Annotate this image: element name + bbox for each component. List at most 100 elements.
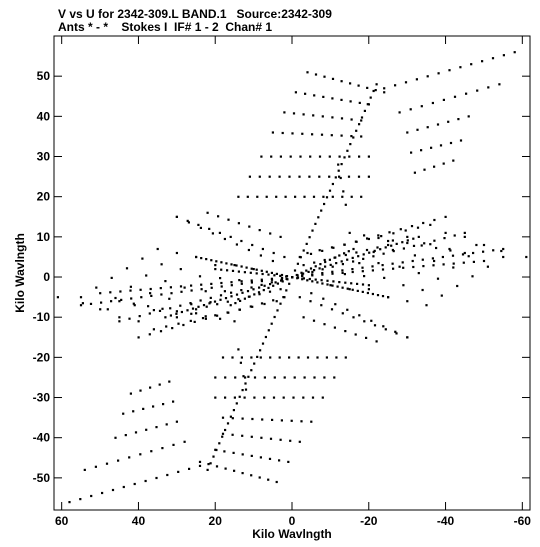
data-point [316,281,319,284]
data-point [323,75,326,78]
data-point [423,242,426,245]
data-point [324,260,327,264]
data-point [240,239,243,243]
data-point [358,155,361,158]
data-point [231,269,235,272]
data-point [119,290,122,293]
data-point [417,235,420,238]
data-point [258,476,261,479]
data-point [349,82,352,85]
data-point [253,376,257,379]
data-point [198,275,202,278]
data-point [278,459,281,462]
data-point [219,294,223,297]
data-point [321,282,324,285]
data-point [278,356,281,359]
data-point [200,257,203,260]
data-point [124,434,127,437]
data-point [267,478,270,481]
data-point [218,442,221,445]
y-tick-label: -10 [33,310,51,324]
data-point [250,281,253,284]
data-point [365,248,369,252]
data-point [200,283,203,286]
data-point [275,195,278,198]
data-point [402,266,405,269]
data-point [352,136,355,139]
data-point [349,100,352,103]
data-point [355,240,358,243]
data-point [437,72,440,75]
data-point [486,265,489,268]
data-point [433,165,436,168]
data-point [463,251,466,255]
data-point [248,175,251,178]
data-point [267,273,270,276]
data-point [218,231,221,234]
data-point [177,470,180,473]
data-point [148,312,151,315]
data-point [293,376,296,379]
data-point [366,86,369,89]
data-point [421,288,424,292]
data-point [265,195,268,198]
data-point [392,267,395,270]
data-point [314,278,317,281]
data-point [340,80,343,83]
chart-subtitle: Ants * - * Stokes I IF# 1 - 2 Chan# 1 [58,20,273,34]
data-point [279,438,282,441]
data-point [79,304,83,307]
data-point [322,195,325,198]
data-point [195,308,198,311]
data-point [261,418,264,421]
data-point [360,195,363,198]
data-point [314,265,317,268]
data-point [261,272,264,276]
data-point [301,278,304,281]
data-point [343,156,346,159]
data-point [270,271,273,274]
data-point [81,302,84,305]
data-point [280,273,284,277]
data-point [335,356,338,359]
data-point [452,266,455,269]
data-point [260,155,263,158]
data-point [209,301,212,304]
data-point [206,468,209,471]
data-point [238,395,241,398]
data-point [259,254,262,257]
data-point [240,265,243,268]
data-point [331,265,334,268]
data-point [263,396,266,399]
data-point [308,175,311,178]
data-point [351,270,354,274]
data-point [261,247,264,251]
data-point [357,175,361,178]
data-point [149,292,152,295]
data-point [411,259,414,263]
data-point [440,294,443,297]
data-point [214,448,217,451]
data-point [149,386,152,389]
data-point [267,329,270,332]
data-point [308,236,311,239]
data-point [395,332,398,335]
data-point [270,155,273,158]
x-tick-label: -20 [360,514,378,528]
data-point [199,299,202,302]
data-point [150,450,153,453]
data-point [381,268,385,271]
data-point [175,215,178,218]
data-point [230,295,233,298]
data-point [337,169,340,172]
data-point [433,218,436,222]
data-point [362,253,365,256]
data-point [311,280,314,283]
data-point [312,319,316,322]
data-point [269,437,273,440]
x-tick-label: 40 [132,514,146,528]
x-tick-label: -60 [514,514,532,528]
data-point [280,419,283,422]
data-point [343,273,346,276]
data-point [198,464,202,467]
